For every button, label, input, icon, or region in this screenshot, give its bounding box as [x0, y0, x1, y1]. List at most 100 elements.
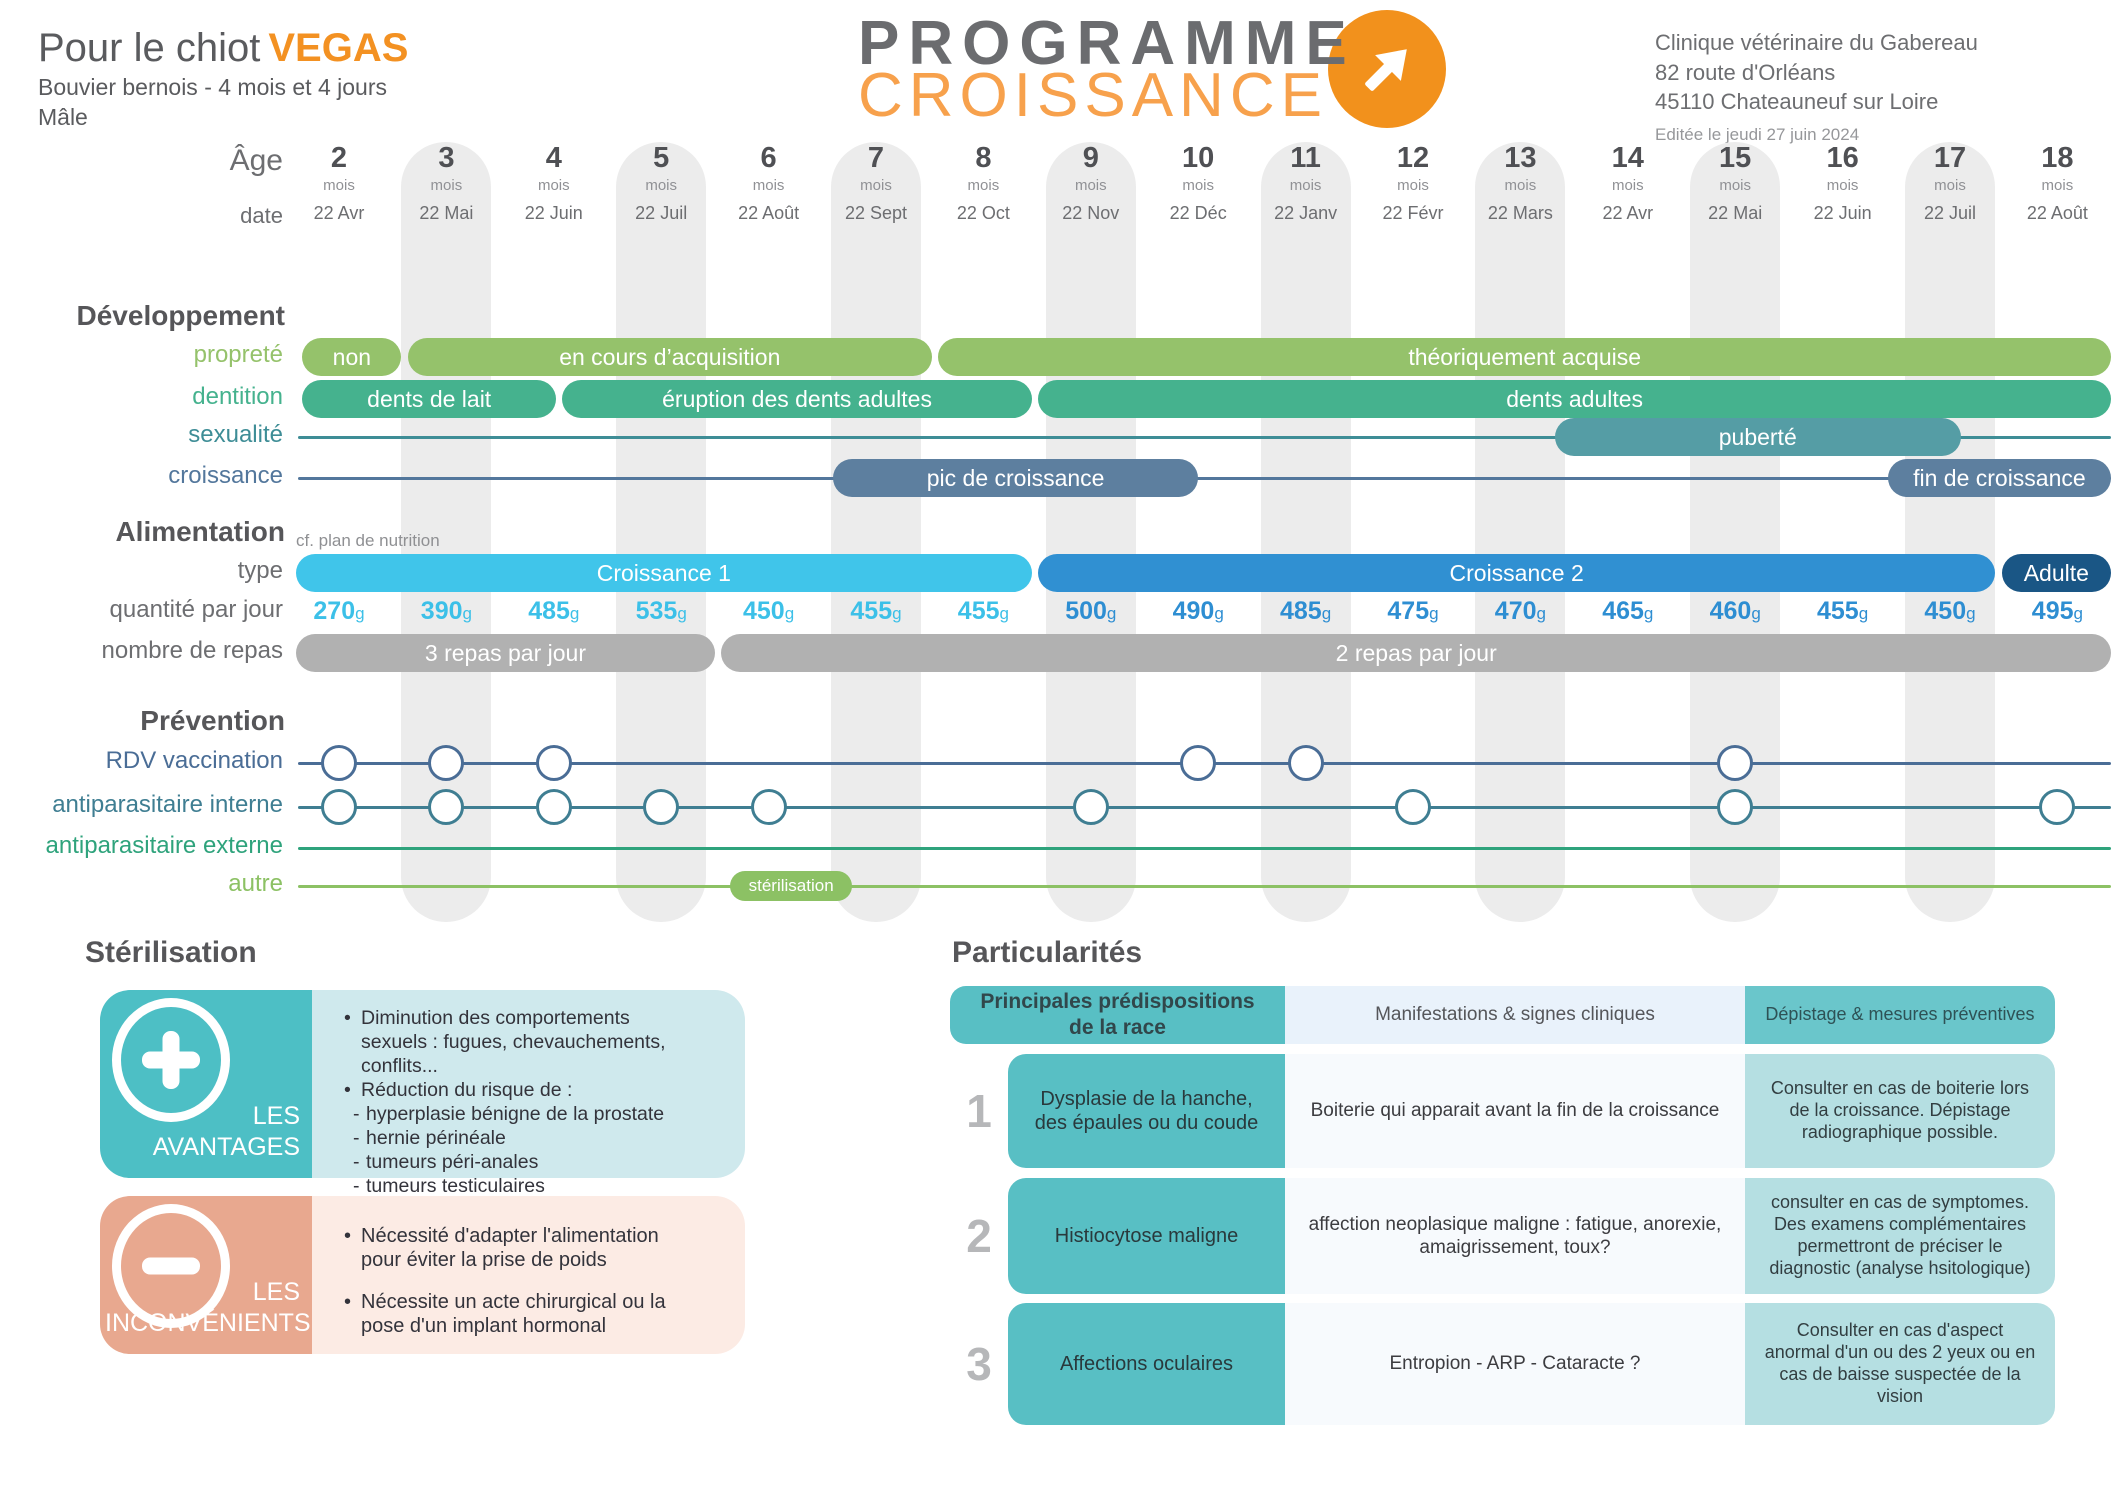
- antiparasitaire-externe-line: [298, 846, 2111, 850]
- month-7-number: 7: [867, 142, 885, 174]
- section-heading-developpement: Développement: [76, 300, 286, 331]
- row-label-autre: autre: [228, 870, 283, 897]
- proprete-bar-0: non: [302, 338, 402, 376]
- quantity-m4: 485g: [528, 597, 580, 625]
- drawback-item: • Nécessite un acte chirurgical ou la pos…: [344, 1290, 727, 1338]
- row-label-antiparasitaire-interne: antiparasitaire interne: [52, 791, 283, 818]
- logo-word-programme: PROGRAMME: [858, 9, 1356, 78]
- clinic-address-line2: 45110 Chateauneuf sur Loire: [1655, 89, 1939, 115]
- antiparasitaire-interne-marker-m4: [535, 789, 572, 825]
- quantity-m5: 535g: [635, 597, 687, 625]
- quantity-m7: 455g: [850, 597, 902, 625]
- row-label-meals: nombre de repas: [101, 637, 283, 664]
- header-depistage: Dépistage & mesures préventives: [1745, 986, 2055, 1044]
- advantages-card-left: LES AVANTAGES: [100, 990, 312, 1178]
- advantages-list: • Diminution des comportements sexuels : …: [312, 990, 745, 1197]
- quantity-m13: 470g: [1494, 597, 1546, 625]
- edition-date: Editée le jeudi 27 juin 2024: [1655, 125, 1860, 145]
- age-axis-label: Âge: [229, 144, 283, 177]
- date-axis-label: date: [240, 203, 283, 228]
- autre-bar-0: stérilisation: [729, 871, 853, 901]
- pet-title-prefix: Pour le chiot: [38, 26, 261, 70]
- month-10-unit: mois: [1182, 177, 1215, 194]
- antiparasitaire-interne-line: [298, 805, 2111, 809]
- row-number: 2: [966, 1210, 992, 1262]
- quantity-m12: 475g: [1387, 597, 1439, 625]
- programme-croissance-logo: PROGRAMME CROISSANCE: [858, 8, 1478, 138]
- section-heading-alimentation: Alimentation: [115, 516, 285, 547]
- row-label-type: type: [237, 557, 283, 584]
- quantity-m16: 455g: [1817, 597, 1869, 625]
- pet-header: Pour le chiot VEGAS Bouvier bernois - 4 m…: [38, 26, 408, 131]
- advantage-item: • Réduction du risque de :: [344, 1078, 727, 1102]
- month-15-date: 22 Mai: [1708, 203, 1763, 223]
- pet-breed-age: Bouvier bernois - 4 mois et 4 jours: [38, 74, 387, 100]
- month-17-number: 17: [1933, 142, 1967, 174]
- dentition-bar-0: dents de lait: [302, 380, 556, 418]
- month-8-date: 22 Oct: [956, 203, 1010, 223]
- bullet-marker: •: [344, 1007, 351, 1029]
- pet-name: VEGAS: [268, 26, 409, 70]
- quantity-m14: 465g: [1602, 597, 1654, 625]
- cell-predisposition: Histiocytose maligne: [1008, 1178, 1285, 1294]
- month-16-date: 22 Juin: [1813, 203, 1872, 223]
- month-18-date: 22 Août: [2026, 203, 2088, 223]
- month-9-date: 22 Nov: [1062, 203, 1120, 223]
- month-12-number: 12: [1396, 142, 1430, 174]
- croissance-line: [298, 476, 2111, 480]
- bullet-marker: •: [344, 1079, 351, 1101]
- month-2-date: 22 Avr: [313, 203, 365, 223]
- header-predispositions: Principales prédispositions de la race: [950, 986, 1285, 1044]
- advantage-item-text: Diminution des comportements sexuels : f…: [361, 1007, 666, 1077]
- quantity-m6: 450g: [743, 597, 795, 625]
- row-cells: Histiocytose maligne affection neoplasiq…: [1008, 1178, 2055, 1294]
- month-6-date: 22 Août: [738, 203, 800, 223]
- section-heading-sterilisation: Stérilisation: [85, 936, 257, 969]
- table-row: 3 Affections oculaires Entropion - ARP -…: [950, 1303, 2055, 1425]
- cell-signs: affection neoplasique maligne : fatigue,…: [1285, 1178, 1745, 1294]
- croissance-bar-1: fin de croissance: [1887, 459, 2112, 497]
- row-number: 1: [966, 1085, 992, 1137]
- month-2-number: 2: [330, 142, 348, 174]
- month-9-number: 9: [1082, 142, 1099, 174]
- quantity-m11: 485g: [1280, 597, 1332, 625]
- quantity-m18: 495g: [2031, 597, 2083, 625]
- quantity-m10: 490g: [1172, 597, 1224, 625]
- month-16-unit: mois: [1826, 177, 1859, 194]
- month-3-unit: mois: [430, 177, 463, 194]
- section-heading-prevention: Prévention: [140, 705, 285, 736]
- month-3-number: 3: [438, 142, 455, 174]
- bullet-marker: •: [344, 1225, 352, 1247]
- bullet-marker: -: [353, 1151, 360, 1173]
- month-7-unit: mois: [860, 177, 892, 194]
- month-8-unit: mois: [967, 177, 1000, 194]
- drawback-item: • Nécessité d'adapter l'alimentation pour…: [344, 1224, 727, 1272]
- antiparasitaire-interne-marker-m12: [1395, 789, 1431, 825]
- drawbacks-card-left: LES INCONVÉNIENTS: [100, 1196, 312, 1354]
- quantity-m2: 270g: [313, 597, 365, 625]
- bullet-marker: -: [353, 1127, 360, 1149]
- row-label-vaccination: RDV vaccination: [105, 747, 283, 774]
- drawbacks-card: LES INCONVÉNIENTS • Nécessité d'adapter l…: [100, 1196, 745, 1354]
- row-label-sexualite: sexualité: [188, 421, 283, 448]
- section-heading-particularites: Particularités: [952, 936, 1143, 969]
- month-12-date: 22 Févr: [1382, 203, 1444, 223]
- dentition-bar-2: dents adultes: [1038, 380, 2112, 418]
- quantity-m8: 455g: [957, 597, 1009, 625]
- month-6-number: 6: [760, 142, 777, 174]
- month-13-number: 13: [1504, 142, 1537, 174]
- row-cells: Affections oculaires Entropion - ARP - C…: [1008, 1303, 2055, 1425]
- pet-sex: Mâle: [38, 104, 88, 130]
- vaccination-marker-m4: [535, 745, 572, 781]
- advantage-item: - tumeurs péri-anales: [353, 1150, 727, 1174]
- month-15-number: 15: [1719, 142, 1752, 174]
- advantage-item-text: tumeurs testiculaires: [366, 1175, 545, 1197]
- type-bar-2: Adulte: [2001, 554, 2112, 592]
- advantage-item-text: tumeurs péri-anales: [366, 1151, 539, 1173]
- advantage-item: - tumeurs testiculaires: [353, 1174, 727, 1198]
- row-label-dentition: dentition: [192, 383, 283, 410]
- advantage-item-text: hernie périnéale: [366, 1127, 506, 1149]
- meals-bar-0: 3 repas par jour: [296, 634, 715, 672]
- drawbacks-title: LES INCONVÉNIENTS: [105, 1278, 311, 1337]
